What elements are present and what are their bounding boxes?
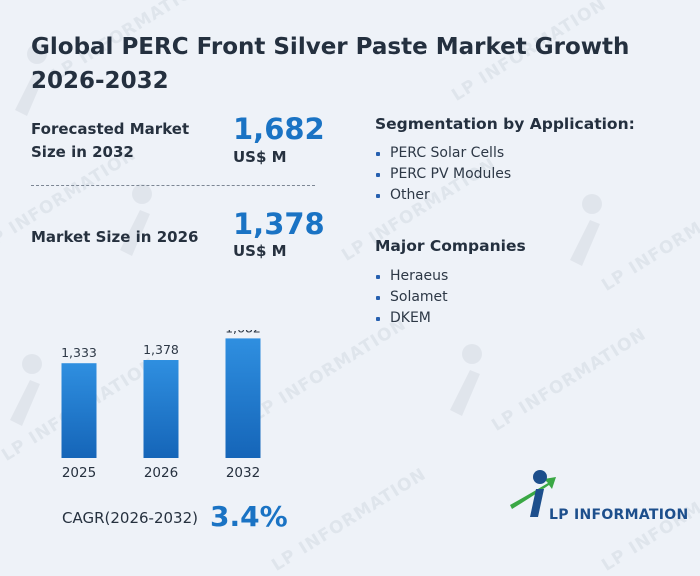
companies-list: Heraeus Solamet DKEM [375,266,448,329]
lp-information-logo-icon [510,470,556,517]
bar-2025 [61,363,97,458]
watermark-logo-icon [570,194,602,266]
watermark-text: LP INFORMATION [268,464,431,576]
segmentation-list: PERC Solar Cells PERC PV Modules Other [375,143,511,206]
current-unit: US$ M [233,242,287,260]
x-tick-label: 2026 [144,465,178,481]
list-item: Other [375,185,511,206]
page-title: Global PERC Front Silver Paste Market Gr… [31,34,630,94]
forecast-label: Forecasted Market Size in 2032 [31,120,190,161]
bar-2032 [225,338,261,458]
current-label: Market Size in 2026 [31,228,199,246]
bar-chart: 1,333 2025 1,378 2026 1,682 2032 [61,330,261,481]
metrics-divider [31,185,315,186]
list-item: PERC PV Modules [375,164,511,185]
list-item: DKEM [375,308,448,329]
watermark-text: LP INFORMATION [488,324,651,436]
forecast-value: 1,682 [233,112,325,146]
cagr-value: 3.4% [210,500,288,533]
bar-2026 [143,360,179,458]
x-tick-label: 2032 [226,465,260,481]
bar-value-label: 1,333 [61,345,97,360]
companies-title: Major Companies [375,237,526,255]
segmentation-title: Segmentation by Application: [375,115,635,133]
bar-value-label: 1,378 [143,342,179,357]
forecast-unit: US$ M [233,148,287,166]
current-value: 1,378 [233,207,325,241]
list-item: PERC Solar Cells [375,143,511,164]
bar-value-label: 1,682 [225,330,261,335]
watermark-logo-icon [450,344,482,416]
x-tick-label: 2025 [62,465,96,481]
list-item: Heraeus [375,266,448,287]
cagr-label: CAGR(2026-2032) [62,509,198,527]
brand-name: LP INFORMATION [549,507,689,523]
list-item: Solamet [375,287,448,308]
watermark-text: LP INFORMATION [598,184,700,296]
